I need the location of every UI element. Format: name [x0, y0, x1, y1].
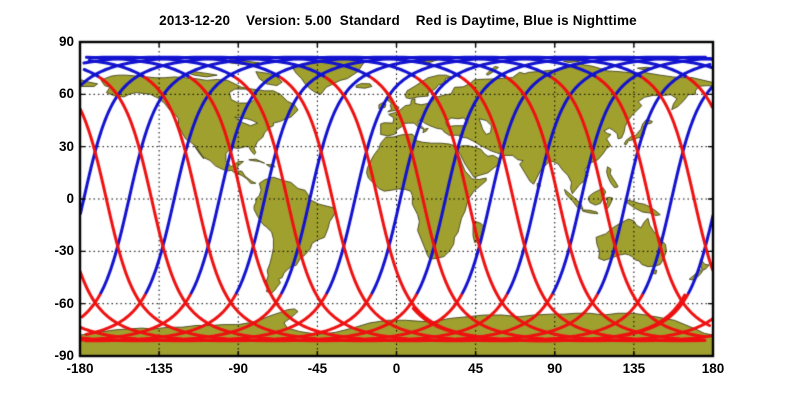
plot-title: 2013-12-20 Version: 5.00 Standard Red is…	[159, 13, 637, 28]
y-tick-label: 60	[58, 86, 74, 102]
y-tick-label: -30	[54, 243, 74, 259]
y-tick-label: -90	[54, 348, 74, 363]
x-tick-label: -45	[307, 361, 328, 376]
x-tick-label: -180	[66, 361, 94, 376]
x-tick-label: 135	[622, 361, 646, 376]
x-tick-label: -135	[145, 361, 173, 376]
x-tick-label: 180	[701, 361, 725, 376]
x-tick-label: 45	[468, 361, 484, 376]
x-tick-label: 90	[547, 361, 563, 376]
y-tick-label: 90	[58, 34, 74, 49]
y-tick-label: 0	[66, 191, 74, 206]
x-tick-label: -90	[228, 361, 248, 376]
x-tick-label: 0	[392, 361, 401, 376]
y-tick-label: -60	[54, 295, 74, 311]
y-tick-label: 30	[58, 138, 74, 154]
